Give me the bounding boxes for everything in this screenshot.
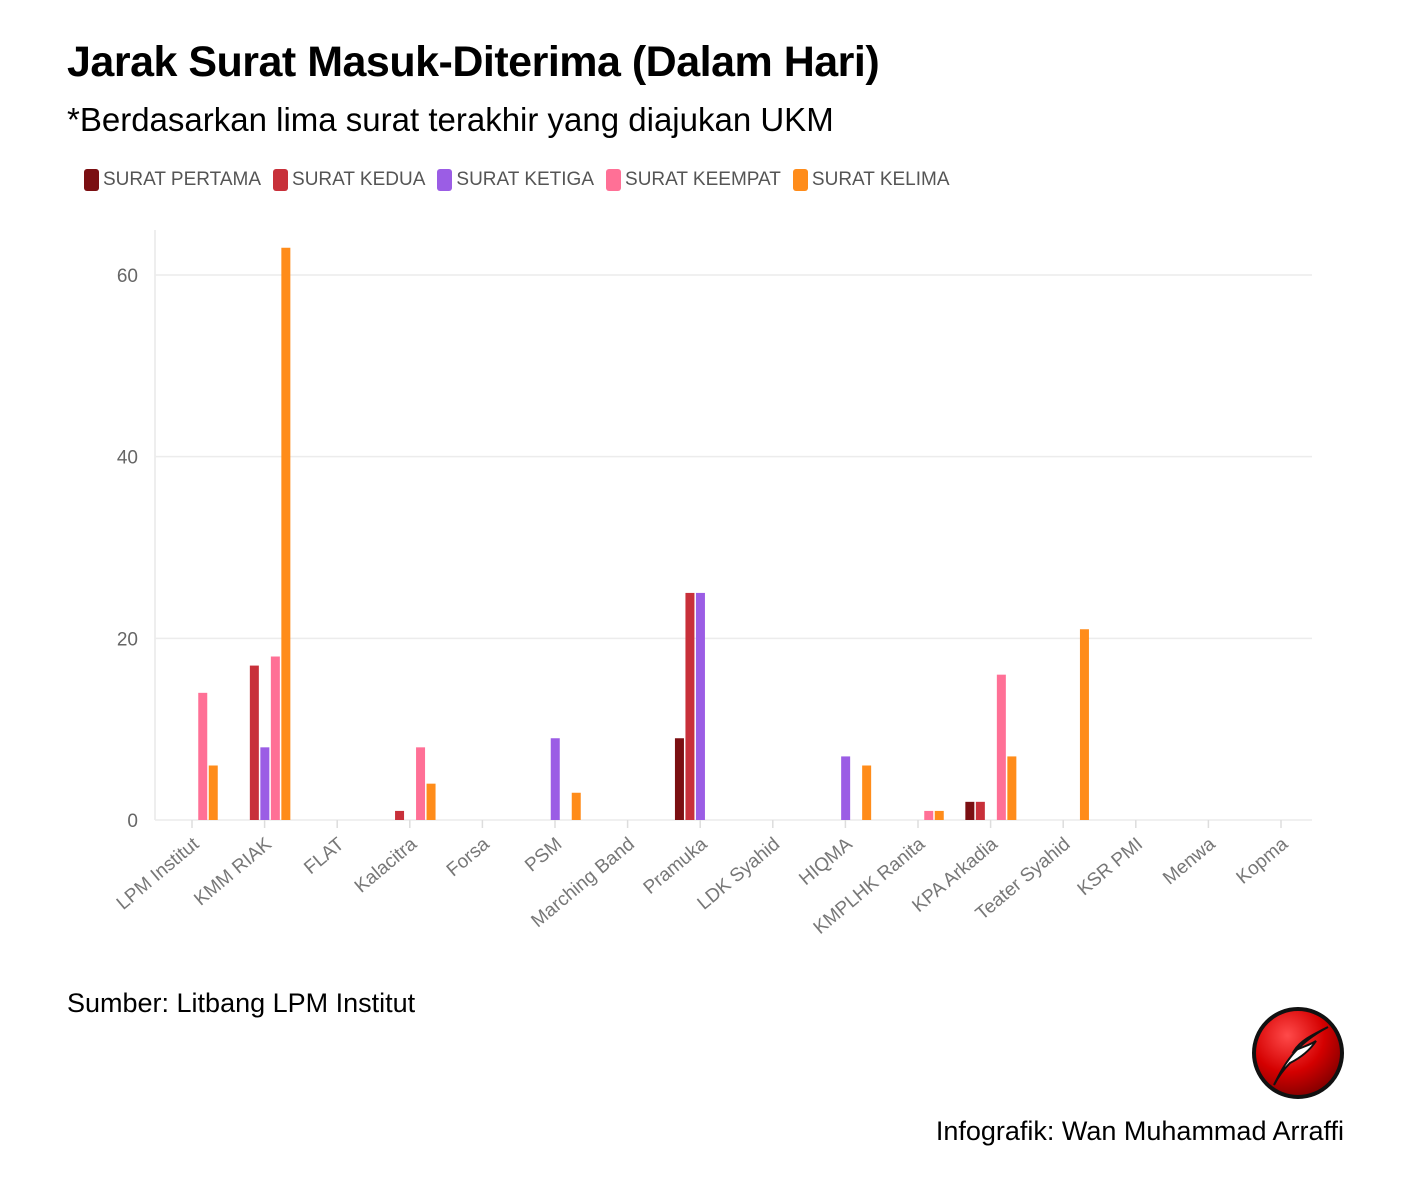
x-tick-label: Pramuka — [640, 833, 712, 898]
quill-pen-logo-icon — [1252, 1007, 1344, 1099]
chart-legend: SURAT PERTAMA SURAT KEDUA SURAT KETIGA SURA… — [84, 169, 950, 191]
y-tick-label: 20 — [117, 629, 138, 650]
bar — [975, 801, 985, 820]
legend-swatch — [437, 169, 453, 191]
x-tick-label: Menwa — [1159, 833, 1220, 889]
bar — [1079, 629, 1089, 820]
bar — [281, 247, 291, 820]
bar — [695, 592, 705, 820]
bar — [416, 747, 426, 820]
x-tick-label: FLAT — [300, 833, 348, 878]
legend-label: SURAT KEDUA — [292, 169, 426, 190]
legend-label: SURAT PERTAMA — [103, 169, 262, 190]
legend-label: SURAT KEEMPAT — [625, 169, 781, 190]
legend-label: SURAT KETIGA — [456, 169, 595, 190]
y-tick-label: 60 — [117, 266, 138, 287]
bar — [571, 792, 581, 820]
x-tick-label: Forsa — [443, 833, 494, 881]
legend-swatch — [792, 169, 808, 191]
x-tick-label: HIQMA — [795, 834, 856, 890]
y-tick-label: 0 — [127, 811, 138, 832]
legend-swatch — [273, 169, 289, 191]
legend-item: SURAT KELIMA — [792, 169, 950, 191]
legend-item: SURAT KEEMPAT — [606, 169, 781, 191]
legend-label: SURAT KELIMA — [811, 169, 950, 190]
bar — [1007, 756, 1017, 820]
bar — [249, 665, 259, 820]
bar — [965, 801, 975, 820]
bar — [395, 810, 405, 820]
bar — [198, 692, 208, 820]
bar — [996, 674, 1006, 820]
legend-swatch — [606, 169, 622, 191]
x-tick-label: PSM — [521, 834, 566, 877]
chart-title: Jarak Surat Masuk-Diterima (Dalam Hari) — [67, 38, 880, 86]
bar — [862, 765, 872, 820]
chart-subtitle: *Berdasarkan lima surat terakhir yang di… — [67, 101, 834, 138]
x-tick-label: Kalacitra — [351, 833, 421, 897]
bar — [550, 738, 560, 820]
bar — [841, 756, 851, 820]
x-tick-label: Kopma — [1233, 833, 1293, 888]
legend-item: SURAT PERTAMA — [84, 169, 261, 191]
legend-item: SURAT KEDUA — [273, 169, 425, 191]
credit-note: Infografik: Wan Muhammad Arraffi — [935, 1116, 1344, 1146]
legend-swatch — [84, 169, 99, 191]
legend-item: SURAT KETIGA — [437, 169, 594, 191]
bar — [934, 810, 944, 820]
y-tick-label: 40 — [117, 448, 138, 469]
x-tick-label: KMM RIAK — [190, 834, 276, 911]
x-tick-label: KSR PMI — [1074, 834, 1147, 900]
bar — [674, 738, 684, 820]
bar — [260, 747, 270, 820]
bar — [270, 656, 280, 820]
bar — [685, 592, 695, 820]
source-note: Sumber: Litbang LPM Institut — [67, 988, 416, 1018]
bar — [426, 783, 436, 820]
x-tick-label: LPM Institut — [113, 833, 204, 914]
bar — [208, 765, 218, 820]
bar — [924, 810, 934, 820]
